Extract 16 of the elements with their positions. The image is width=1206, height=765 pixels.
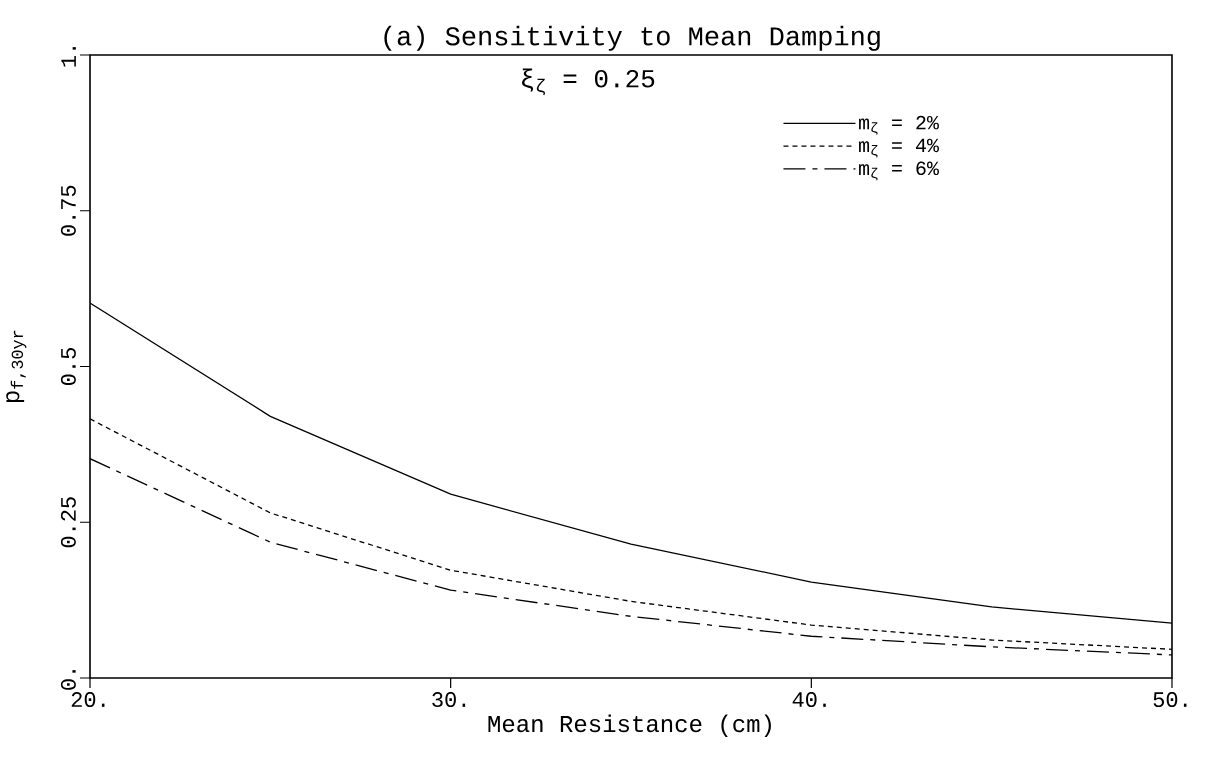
x-tick-label: 50. <box>1153 692 1187 708</box>
annotation: ξ$_{ζ}$ = 0.25 <box>522 68 655 96</box>
x-tick-label: 40. <box>792 692 826 708</box>
legend-label: m$_{ζ}$ = 2% <box>859 115 939 135</box>
x-tick-label: 20. <box>71 692 105 708</box>
x-tick-label: 30. <box>432 692 466 708</box>
chart-title: (a) Sensitivity to Mean Damping <box>384 25 880 51</box>
y-tick-label: 0.75 <box>60 185 76 236</box>
y-axis-title: p$_{f,30yr}$ <box>6 330 27 403</box>
legend-label: m$_{ζ}$ = 6% <box>859 161 939 181</box>
legend-label: m$_{ζ}$ = 4% <box>859 138 939 158</box>
y-tick-label: 0.5 <box>60 348 76 385</box>
y-tick-label: 0.25 <box>60 497 76 548</box>
y-tick-label: 1. <box>61 47 76 67</box>
x-axis-title: Mean Resistance (cm) <box>488 714 771 737</box>
y-tick-label: 0. <box>60 670 76 690</box>
